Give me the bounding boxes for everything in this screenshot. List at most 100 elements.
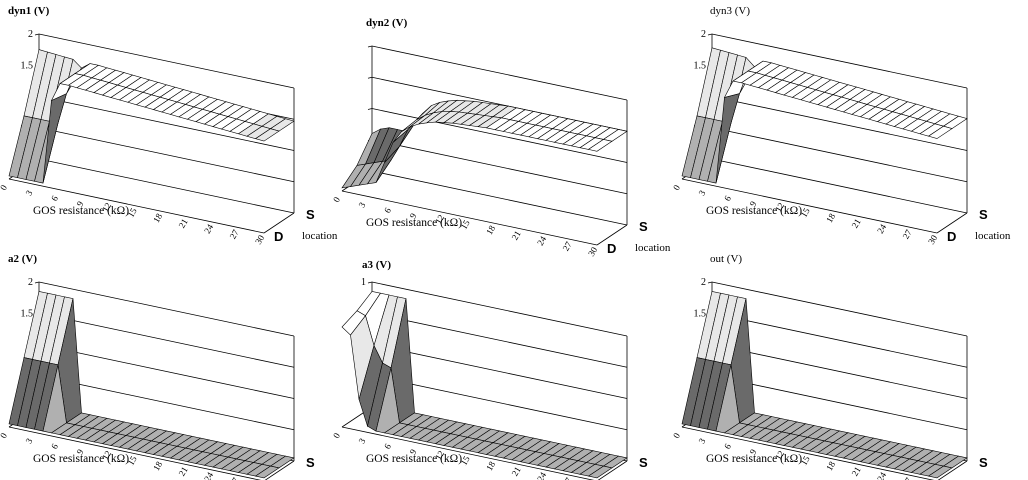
floor-right-edge xyxy=(937,460,968,480)
z-tick xyxy=(707,281,713,284)
gridline xyxy=(711,375,968,431)
z-tick xyxy=(367,45,373,48)
z-tick-label: 2 xyxy=(701,29,706,40)
gridline xyxy=(38,127,295,183)
floor-right-edge xyxy=(936,212,968,234)
x-tick-label: 12 xyxy=(100,201,113,214)
depth-axis-label: location xyxy=(302,478,338,480)
x-tick-label: 24 xyxy=(875,222,888,235)
x-tick-label: 18 xyxy=(824,211,837,224)
gridline xyxy=(371,139,628,195)
z-tick xyxy=(34,33,40,36)
x-tick-label: 18 xyxy=(484,459,497,472)
x-tick-label: 0 xyxy=(671,183,682,192)
surface-cell xyxy=(927,465,953,479)
floor-right-edge xyxy=(264,460,295,480)
x-tick-label: 27 xyxy=(561,239,574,252)
depth-label-s: S xyxy=(306,455,315,470)
x-tick-label: 12 xyxy=(433,449,446,462)
gridline xyxy=(371,375,628,431)
x-tick-label: 6 xyxy=(382,205,393,214)
x-axis-label: GOS resistance (kΩ) xyxy=(706,205,802,217)
gridline xyxy=(371,108,628,163)
surface-cell xyxy=(254,128,280,142)
surface-cell xyxy=(587,465,613,479)
x-tick-label: 12 xyxy=(433,213,446,226)
surface xyxy=(341,99,628,189)
chart-title: dyn3 (V) xyxy=(710,5,750,17)
x-tick-label: 12 xyxy=(773,449,786,462)
surface-cell xyxy=(927,125,953,139)
surface xyxy=(8,291,295,479)
gridline xyxy=(711,96,968,151)
floor-front-edge xyxy=(8,178,265,234)
z-tick xyxy=(367,76,373,79)
x-tick-label: 6 xyxy=(49,441,60,450)
floor-front-edge xyxy=(8,426,262,480)
x-tick-label: 9 xyxy=(408,447,419,456)
gridline xyxy=(711,158,968,214)
surface xyxy=(681,291,968,479)
floor-front-edge xyxy=(681,178,938,234)
gridline xyxy=(711,312,968,368)
x-tick-label: 0 xyxy=(0,183,9,192)
x-tick-label: 6 xyxy=(382,441,393,450)
x-tick-label: 0 xyxy=(0,431,9,440)
x-tick-label: 9 xyxy=(408,211,419,220)
x-tick-label: 21 xyxy=(510,465,523,478)
chart-title: dyn1 (V) xyxy=(8,5,50,17)
x-tick-label: 9 xyxy=(748,447,759,456)
x-tick-label: 24 xyxy=(535,234,548,247)
x-tick-label: 18 xyxy=(151,459,164,472)
chart-title: a2 (V) xyxy=(8,253,37,265)
x-tick-label: 3 xyxy=(24,188,35,197)
chart-a3: 5:51036912151821242730GOS resistance (kΩ… xyxy=(331,259,671,480)
gridline xyxy=(38,344,295,399)
depth-label-d: D xyxy=(947,229,956,244)
surface-cell xyxy=(254,465,280,479)
depth-axis-label: location xyxy=(975,230,1011,242)
x-tick-label: 12 xyxy=(773,201,786,214)
x-tick-label: 30 xyxy=(253,233,266,246)
depth-label-d: D xyxy=(274,477,283,480)
depth-axis-label: location xyxy=(975,478,1011,480)
x-tick-label: 30 xyxy=(926,233,939,246)
x-tick-label: 27 xyxy=(901,227,914,240)
z-tick xyxy=(367,281,373,284)
x-axis-label: GOS resistance (kΩ) xyxy=(706,453,802,465)
gridline xyxy=(371,45,628,101)
surface xyxy=(681,47,968,184)
z-tick-label: 1.5 xyxy=(694,308,707,319)
x-tick-label: 24 xyxy=(202,222,215,235)
x-tick-label: 6 xyxy=(49,193,60,202)
z-tick-label: 2 xyxy=(701,277,706,288)
x-tick-label: 9 xyxy=(748,199,759,208)
z-tick xyxy=(367,108,373,110)
depth-label-s: S xyxy=(639,219,648,234)
x-tick-label: 27 xyxy=(901,475,914,480)
x-tick-label: 27 xyxy=(561,475,574,480)
x-tick-label: 24 xyxy=(875,470,888,480)
x-tick-label: 18 xyxy=(824,459,837,472)
x-tick-label: 30 xyxy=(586,245,599,258)
depth-label-d: D xyxy=(274,229,283,244)
x-tick-label: 3 xyxy=(357,436,368,445)
x-tick-label: 21 xyxy=(850,217,863,230)
x-tick-label: 3 xyxy=(697,436,708,445)
x-axis-label: GOS resistance (kΩ) xyxy=(366,217,462,229)
depth-axis-label: location xyxy=(302,230,338,242)
gridline xyxy=(711,33,968,89)
gridline xyxy=(38,33,295,89)
gridline xyxy=(371,170,628,226)
z-tick-label: 1.5 xyxy=(694,60,707,71)
x-tick-label: 6 xyxy=(722,441,733,450)
x-axis-label: GOS resistance (kΩ) xyxy=(33,205,129,217)
x-tick-label: 24 xyxy=(202,470,215,480)
gridline xyxy=(38,312,295,368)
